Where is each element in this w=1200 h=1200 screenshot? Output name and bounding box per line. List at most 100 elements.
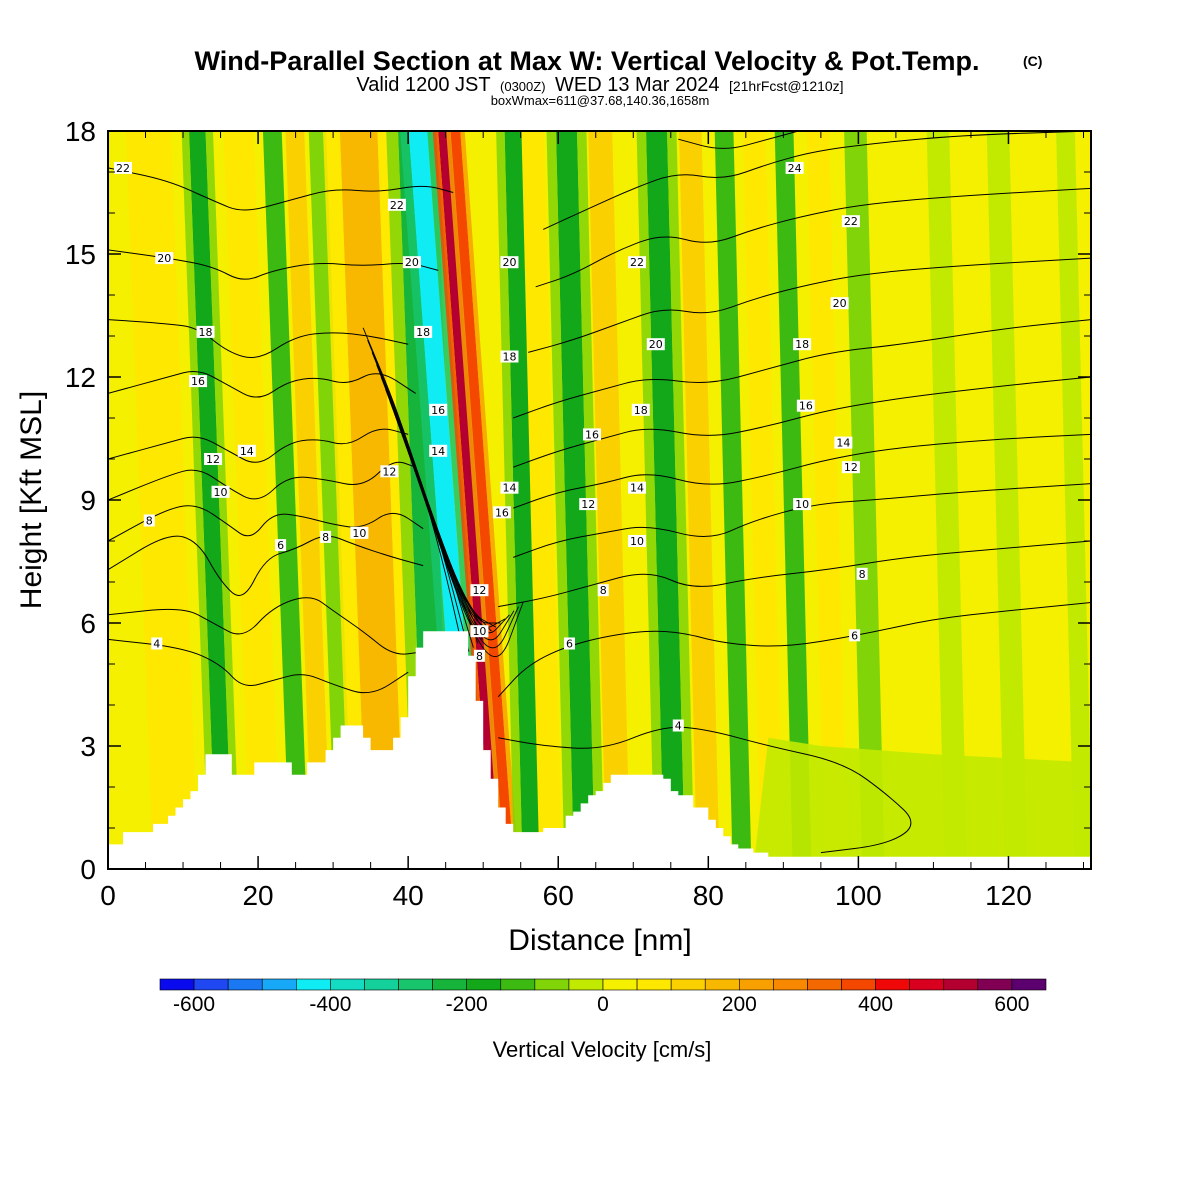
contour-label-text: 12 — [382, 465, 396, 478]
theta-contour — [678, 131, 799, 149]
contour-label: 20 — [402, 256, 421, 269]
velocity-band — [1056, 131, 1091, 869]
colorbar-swatch — [534, 978, 570, 991]
contour-label: 8 — [856, 567, 868, 581]
colorbar-tick-label: -200 — [446, 993, 488, 1016]
contour-label: 14 — [500, 481, 519, 495]
theta-contour — [108, 428, 409, 463]
contour-label-text: 10 — [795, 498, 809, 511]
velocity-band — [588, 131, 631, 869]
colorbar-swatch — [704, 978, 740, 991]
contour-label: 22 — [387, 198, 406, 212]
contour-label: 20 — [155, 252, 174, 265]
contour-label-text: 6 — [566, 638, 573, 651]
contour-labels: 22 22 24 22 20 20 20 22 20 18 18 18 20 18 16 16 16 18 16 14… — [114, 161, 868, 733]
contour-label: 16 — [796, 399, 815, 413]
velocity-band — [308, 131, 353, 869]
colorbar-swatch — [807, 978, 842, 991]
valid-utc: (0300Z) — [500, 79, 546, 94]
velocity-band-halo — [322, 131, 367, 869]
contour-label-text: 6 — [277, 539, 284, 552]
contour-label-text: 14 — [836, 437, 850, 450]
contour-label-text: 10 — [352, 527, 366, 540]
velocity-band-halo — [636, 131, 665, 869]
contour-label-text: 12 — [844, 461, 858, 474]
colorbar-swatch — [841, 978, 876, 991]
contour-label: 8 — [143, 514, 155, 528]
velocity-band — [555, 131, 595, 869]
velocity-band — [262, 131, 309, 869]
contour-label-text: 12 — [581, 498, 595, 511]
y-tick-label: 0 — [80, 854, 96, 885]
contour-label: 20 — [500, 256, 519, 269]
colorbar-swatch — [602, 978, 638, 991]
contour-label-text: 12 — [472, 584, 486, 597]
contour-label: 18 — [414, 325, 433, 339]
contour-label: 22 — [628, 256, 647, 269]
velocity-band — [742, 131, 784, 869]
velocity-band — [1020, 131, 1069, 869]
contour-label: 12 — [579, 498, 598, 511]
contour-label-text: 24 — [788, 162, 802, 175]
colorbar-swatch — [261, 978, 297, 991]
colorbar-tick-label: 200 — [722, 993, 757, 1016]
velocity-band-halo — [432, 131, 493, 869]
valid-prefix: Valid 1200 JST — [356, 74, 490, 96]
theta-contour — [108, 167, 454, 211]
velocity-band-halo — [546, 131, 574, 869]
contour-label: 20 — [830, 297, 849, 310]
contour-label: 10 — [470, 625, 489, 638]
contour-label-text: 16 — [799, 400, 813, 413]
colorbar-swatch — [466, 978, 502, 991]
contour-label-text: 20 — [502, 256, 516, 269]
velocity-band-halo — [181, 131, 217, 869]
contour-label-text: 14 — [502, 482, 516, 495]
contour-label: 8 — [320, 530, 332, 544]
contour-label-text: 22 — [116, 162, 130, 175]
contour-label-text: 18 — [634, 404, 648, 417]
contour-label: 6 — [849, 629, 861, 642]
terrain — [108, 631, 1091, 869]
theta-contour — [108, 597, 424, 655]
contour-label-text: 14 — [431, 445, 445, 458]
colorbar-swatch — [943, 978, 979, 991]
contour-label-text: 8 — [322, 531, 329, 544]
chart-subtitle: Valid 1200 JST (0300Z) WED 13 Mar 2024 [… — [356, 74, 843, 96]
theta-contour — [498, 726, 912, 854]
contour-label: 16 — [189, 375, 208, 388]
theta-contour — [108, 535, 424, 596]
contour-label: 16 — [492, 506, 511, 519]
theta-contour — [513, 376, 1091, 468]
contour-label: 18 — [631, 403, 650, 417]
contour-label: 10 — [211, 485, 230, 499]
contour-label: 12 — [380, 465, 399, 478]
copyright-mark: (C) — [1023, 53, 1042, 69]
contour-label-text: 20 — [833, 297, 847, 310]
velocity-band-halo — [460, 131, 519, 869]
theta-contour — [498, 540, 1091, 608]
colorbar-title: Vertical Velocity [cm/s] — [493, 1037, 712, 1062]
x-axis-title: Distance [nm] — [508, 924, 691, 957]
contour-label-text: 6 — [851, 629, 858, 642]
colorbar: -600 -400 -200 0 200 400 600 — [159, 978, 1047, 1016]
axes: 0 20 40 60 80 100 120 0 3 6 9 12 15 18 — [65, 116, 1091, 911]
chart-title: Wind-Parallel Section at Max W: Vertical… — [195, 46, 980, 76]
velocity-band-halo — [446, 131, 505, 869]
contour-label: 4 — [151, 637, 163, 651]
colorbar-swatch — [159, 978, 195, 991]
colorbar-swatch — [739, 978, 774, 991]
contour-label: 14 — [834, 436, 853, 450]
contour-label-text: 20 — [649, 338, 663, 351]
contour-label-text: 10 — [630, 535, 644, 548]
colorbar-swatch — [1011, 978, 1047, 991]
colorbar-swatch — [398, 978, 433, 991]
theta-contour — [513, 433, 1091, 509]
contour-label: 10 — [793, 498, 812, 511]
colorbar-swatch — [568, 978, 604, 991]
colorbar-swatch — [977, 978, 1013, 991]
box-info: boxWmax=611@37.68,140.36,1658m — [491, 93, 710, 108]
colorbar-swatch — [330, 978, 365, 991]
contour-label: 10 — [628, 535, 647, 548]
contour-label-text: 20 — [405, 256, 419, 269]
contour-label-text: 16 — [585, 428, 599, 441]
